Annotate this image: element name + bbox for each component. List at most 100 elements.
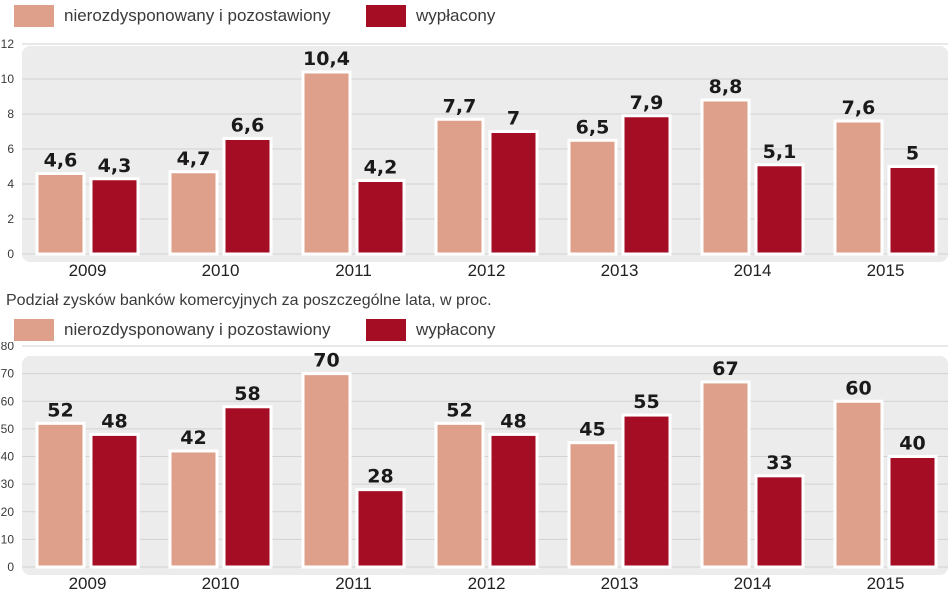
x-tick-label: 2014 [734,574,772,593]
data-label: 67 [712,358,738,380]
x-tick-label: 2012 [468,261,506,280]
bar-dark [488,130,539,256]
x-tick-label: 2014 [734,261,772,280]
bar-dark [754,163,805,256]
y-tick-label: 0 [7,560,14,574]
y-tick-label: 6 [7,142,14,156]
data-label: 55 [633,391,659,413]
bar-pale [833,119,884,256]
legend-swatch-pale [14,5,54,27]
y-tick-label: 10 [1,532,15,546]
bar-dark [89,177,140,256]
data-label: 48 [101,410,127,432]
y-tick-label: 8 [7,107,14,121]
data-label: 5 [906,143,919,165]
legend-swatch-dark [366,319,406,341]
legend-label-dark: wypłacony [416,6,496,25]
legend-label-pale: nierozdysponowany i pozostawiony [64,320,331,339]
plot-panel [22,46,948,262]
x-tick-label: 2015 [867,574,905,593]
data-label: 7,7 [443,95,477,117]
bar-pale [168,170,219,256]
data-label: 4,6 [44,150,78,172]
legend-bottom: nierozdysponowany i pozostawiony wypłaco… [0,318,700,344]
data-label: 60 [845,377,871,399]
y-tick-label: 20 [1,505,15,519]
data-label: 7,6 [842,97,876,119]
legend-label-pale: nierozdysponowany i pozostawiony [64,6,331,25]
bar-pale [700,98,751,256]
y-tick-label: 40 [1,450,15,464]
bar-dark [89,432,140,569]
bar-pale [301,372,352,569]
y-tick-label: 2 [7,212,14,226]
x-tick-label: 2013 [601,574,639,593]
chart-profit-percent: 0 10 20 30 40 50 60 70 80 52 48 2009 42 58 2010 70 28 201… [1,342,948,593]
data-label: 52 [446,399,472,421]
data-label: 7,9 [630,92,664,114]
y-tick-label: 60 [1,394,15,408]
data-label: 52 [47,399,73,421]
data-label: 33 [766,452,792,474]
data-label: 7 [507,108,520,130]
data-label: 4,3 [98,155,132,177]
data-label: 10,4 [303,48,350,70]
y-tick-label: 50 [1,422,15,436]
data-label: 8,8 [709,76,743,98]
bar-dark [488,432,539,569]
bar-pale [168,449,219,569]
y-tick-label: 4 [7,177,14,191]
bar-dark [222,405,273,569]
x-tick-label: 2010 [202,574,240,593]
x-tick-label: 2009 [69,261,107,280]
data-label: 6,6 [231,115,265,137]
bar-pale [567,441,618,569]
bar-dark [887,455,938,569]
data-label: 58 [234,383,260,405]
data-label: 5,1 [763,141,797,163]
data-label: 40 [899,433,925,455]
y-tick-label: 12 [1,37,15,51]
y-tick-label: 30 [1,477,15,491]
y-tick-label: 70 [1,367,15,381]
bar-dark [222,137,273,256]
bar-pale [434,421,485,569]
plot-panel [22,356,948,575]
data-label: 6,5 [576,116,610,138]
bar-pale [833,399,884,569]
x-tick-label: 2012 [468,574,506,593]
legend-top: nierozdysponowany i pozostawiony wypłaco… [0,4,700,30]
data-label: 42 [180,427,206,449]
legend-label-dark: wypłacony [416,320,496,339]
x-tick-label: 2015 [867,261,905,280]
data-label: 45 [579,419,605,441]
y-tick-label: 0 [7,247,14,261]
data-label: 70 [313,350,339,372]
bar-pale [567,138,618,256]
bar-dark [754,474,805,569]
data-label: 28 [367,466,393,488]
y-tick-label: 80 [1,342,15,353]
x-tick-label: 2013 [601,261,639,280]
data-label: 48 [500,410,526,432]
x-tick-label: 2009 [69,574,107,593]
bar-dark [355,488,406,569]
chart-profit-values: 0 2 4 6 8 10 12 4,6 4,3 2009 4,7 6,6 2010 10,4 4,2 2011… [1,37,948,280]
data-label: 4,7 [177,148,211,170]
bar-dark [621,114,672,256]
bar-pale [35,172,86,256]
legend-swatch-dark [366,5,406,27]
x-tick-label: 2010 [202,261,240,280]
bar-dark [355,179,406,256]
bar-pale [434,117,485,256]
bar-pale [700,380,751,569]
bar-pale [301,70,352,256]
bar-pale [35,421,86,569]
bar-dark [887,165,938,256]
legend-swatch-pale [14,319,54,341]
chart-subtitle: Podział zysków banków komercyjnych za po… [6,292,492,309]
x-tick-label: 2011 [335,574,372,593]
data-label: 4,2 [364,157,398,179]
y-tick-label: 10 [1,72,15,86]
bar-dark [621,413,672,569]
